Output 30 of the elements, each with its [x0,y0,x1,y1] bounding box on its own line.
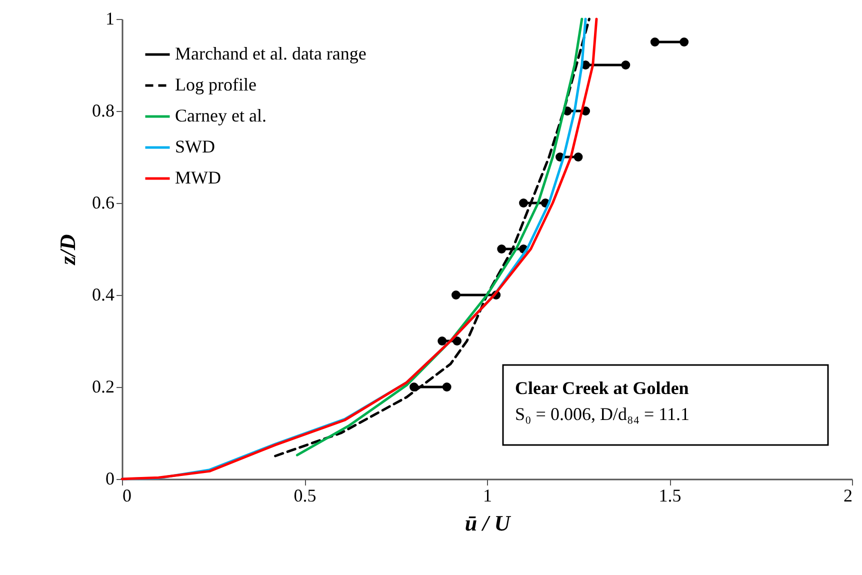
x-tick-label: 1.5 [658,486,682,506]
point [519,198,528,208]
annotation: Clear Creek at Golden [515,378,689,398]
point [650,38,660,46]
x-tick-label: 0.5 [294,486,316,506]
x-tick-label: 0 [122,486,132,506]
point [574,152,583,162]
y-tick-label: 0 [106,468,114,488]
point [438,336,447,346]
point [452,336,462,346]
legend-label: MWD [175,168,221,188]
legend-label: Log profile [175,74,256,94]
point [680,38,689,46]
x-tick-label: 2 [844,486,852,506]
y-tick-label: 0.4 [92,284,114,304]
annotation: S₀ = 0.006, D/d₈₄ = 11.1 [515,404,690,424]
y-axis-title: z/D [55,234,80,266]
x-axis-title: ū / U [464,510,512,536]
y-tick-label: 0.8 [92,100,114,120]
point [497,244,506,254]
y-tick-label: 0.6 [92,192,114,212]
point [621,60,630,70]
y-tick-label: 1 [106,8,114,28]
x-tick-label: 1 [483,486,492,506]
point [452,290,460,300]
legend-label: SWD [175,136,215,156]
legend-label: Marchand et al. data range [175,44,366,64]
legend-label: Carney et al. [175,106,266,126]
point [442,382,452,392]
y-tick-label: 0.2 [92,376,114,396]
